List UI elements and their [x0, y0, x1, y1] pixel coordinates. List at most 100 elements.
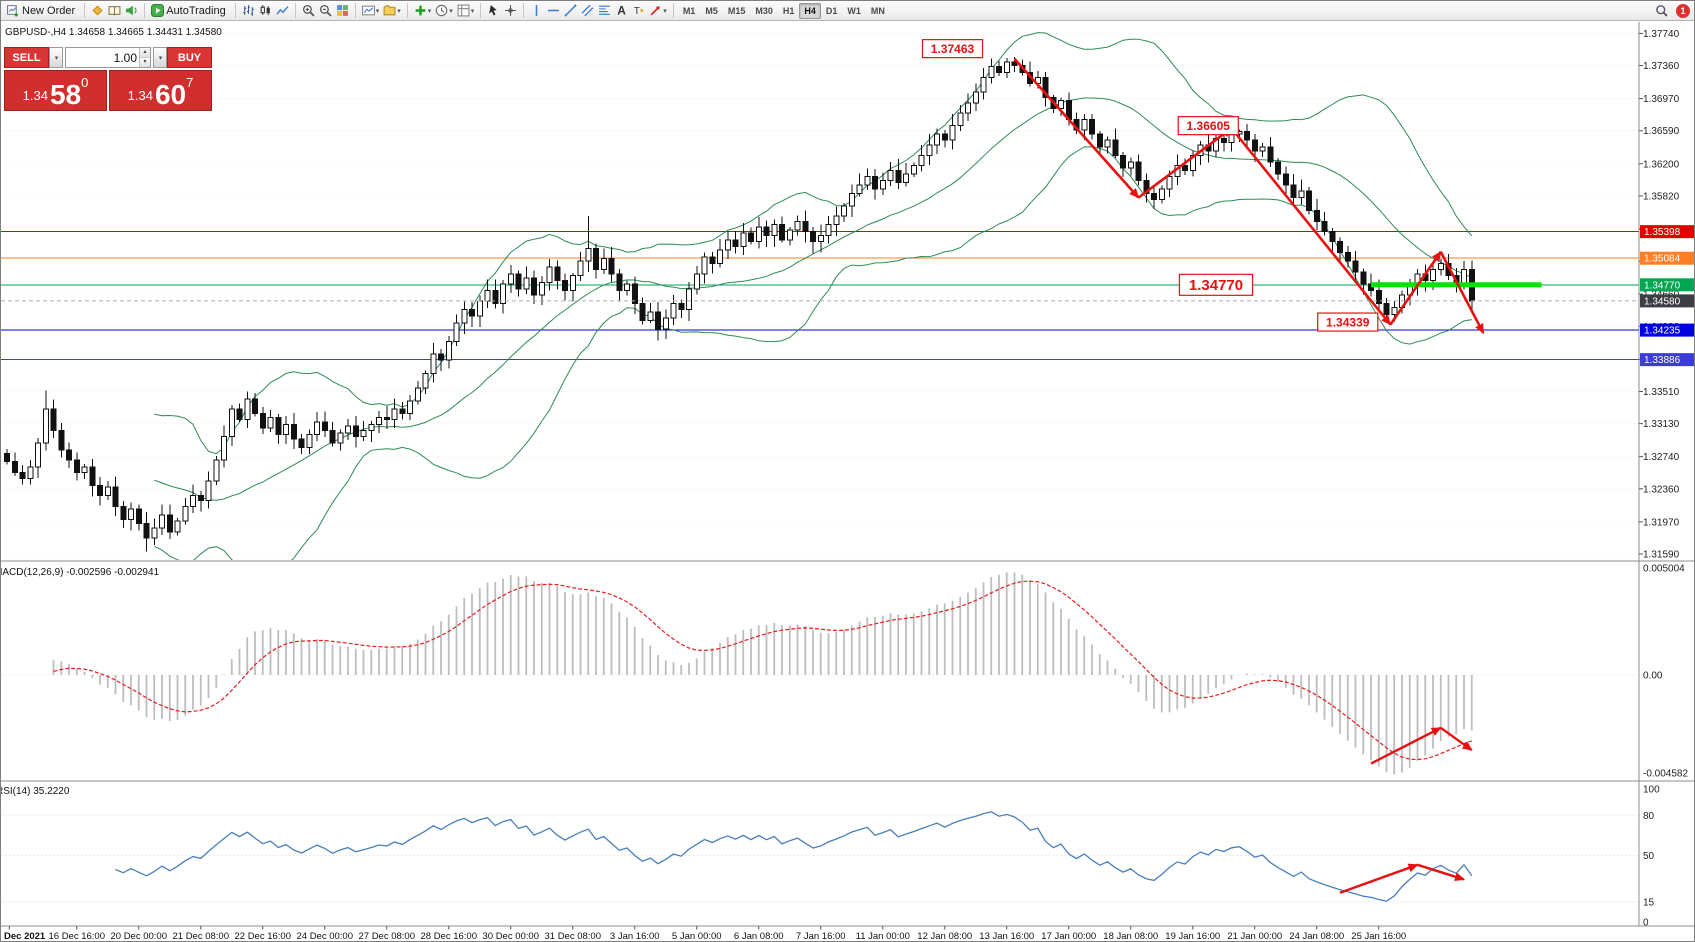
zoom-out-button[interactable] — [317, 2, 334, 20]
cursor-button[interactable] — [485, 2, 502, 20]
toolbar-separator — [294, 3, 296, 18]
svg-text:16 Dec 16:00: 16 Dec 16:00 — [48, 931, 105, 942]
candlestick-mode-button[interactable] — [257, 2, 274, 20]
fibonacci-tool-button[interactable] — [596, 2, 613, 20]
time-axis: Dec 2021 16 Dec 16:00 20 Dec 00:00 21 Dec 0… — [1, 925, 1694, 942]
svg-text:24 Jan 08:00: 24 Jan 08:00 — [1289, 931, 1344, 942]
bar-chart-mode-button[interactable] — [240, 2, 257, 20]
svg-text:1.34339: 1.34339 — [1326, 315, 1370, 329]
sell-button[interactable]: SELL — [4, 47, 49, 68]
svg-text:25 Jan 16:00: 25 Jan 16:00 — [1351, 931, 1406, 942]
svg-text:80: 80 — [1643, 811, 1655, 822]
notification-badge[interactable]: 1 — [1676, 3, 1690, 18]
horizontal-line-tool-button[interactable] — [545, 2, 562, 20]
indicators-button[interactable]: ▾ — [412, 2, 434, 20]
svg-text:5 Jan 00:00: 5 Jan 00:00 — [672, 931, 722, 942]
tile-windows-button[interactable] — [334, 2, 351, 20]
svg-text:17 Jan 00:00: 17 Jan 00:00 — [1041, 931, 1096, 942]
svg-text:0.005004: 0.005004 — [1643, 563, 1685, 574]
timeframe-h4-button[interactable]: H4 — [799, 2, 821, 19]
crosshair-icon — [505, 5, 517, 16]
chart-profiles-button[interactable]: ▾ — [381, 2, 403, 20]
timeframe-m5-button[interactable]: M5 — [705, 5, 718, 16]
volume-value: 1.00 — [113, 51, 137, 65]
sell-options-dropdown[interactable]: ▾ — [49, 47, 63, 68]
svg-text:1.33886: 1.33886 — [1644, 355, 1681, 366]
ask-price-big: 60 — [154, 79, 187, 111]
spinner-down-icon[interactable]: ▾ — [140, 57, 150, 67]
search-icon — [1656, 5, 1668, 17]
new-chart-button[interactable]: ▾ — [360, 2, 382, 20]
timeframe-h1-button[interactable]: H1 — [782, 5, 795, 16]
svg-text:12 Jan 08:00: 12 Jan 08:00 — [917, 931, 972, 942]
macd-title: MACD(12,26,9) -0.002596 -0.002941 — [1, 567, 160, 578]
toolbar-separator — [144, 3, 146, 18]
timeframe-mn-button[interactable]: MN — [870, 5, 885, 16]
text-tool-button[interactable]: A — [613, 2, 630, 20]
new-order-label: New Order — [22, 4, 76, 17]
svg-text:1.31970: 1.31970 — [1643, 517, 1680, 528]
rsi-panel — [1, 811, 1639, 903]
svg-text:1.32740: 1.32740 — [1643, 452, 1680, 463]
folder-icon — [383, 5, 396, 16]
volume-spinner[interactable]: ▴ ▾ — [139, 48, 150, 67]
toolbar-separator — [672, 3, 674, 18]
diamond-icon — [92, 5, 103, 16]
book-icon — [108, 6, 121, 16]
periods-button[interactable]: ▾ — [433, 2, 455, 20]
timeframe-d1-button[interactable]: D1 — [825, 5, 838, 16]
volume-input[interactable]: 1.00 ▴ ▾ — [65, 47, 151, 68]
svg-text:1.33130: 1.33130 — [1643, 419, 1680, 430]
mql5-community-button[interactable] — [89, 2, 106, 20]
svg-text:1.34580: 1.34580 — [1644, 296, 1681, 307]
svg-text:3 Jan 16:00: 3 Jan 16:00 — [610, 931, 660, 942]
toolbar-separator — [354, 3, 356, 18]
timeframe-m15-button[interactable]: M15 — [727, 5, 746, 16]
ask-price-tile[interactable]: 1.34 60 7 — [109, 70, 212, 111]
toolbar-separator — [523, 3, 525, 18]
candlestick-icon — [260, 5, 270, 15]
news-button[interactable] — [106, 2, 123, 20]
svg-text:1.37463: 1.37463 — [931, 42, 975, 56]
svg-text:1.35398: 1.35398 — [1644, 227, 1681, 238]
autotrading-button[interactable]: AutoTrading — [149, 2, 231, 20]
zoom-in-button[interactable] — [300, 2, 317, 20]
alerts-button[interactable] — [123, 2, 140, 20]
trendline-tool-button[interactable] — [562, 2, 579, 20]
chevron-down-icon: ▾ — [158, 54, 163, 62]
svg-text:100: 100 — [1643, 785, 1660, 796]
timeframe-m30-button[interactable]: M30 — [755, 5, 773, 16]
svg-text:1.37740: 1.37740 — [1643, 29, 1680, 40]
arrows-tool-button[interactable]: ▾ — [647, 2, 669, 20]
svg-text:1.37360: 1.37360 — [1643, 61, 1680, 72]
bid-price-big: 58 — [49, 79, 82, 111]
svg-text:1.36970: 1.36970 — [1643, 94, 1680, 105]
indicators-plus-icon — [415, 5, 426, 16]
text-label-tool-button[interactable]: T — [630, 2, 647, 20]
bar-chart-icon — [243, 5, 254, 16]
svg-text:20 Dec 00:00: 20 Dec 00:00 — [110, 931, 167, 942]
buy-button[interactable]: BUY — [167, 47, 212, 68]
search-button[interactable] — [1653, 2, 1670, 20]
new-order-button[interactable]: New Order — [5, 2, 80, 20]
spinner-up-icon[interactable]: ▴ — [140, 48, 150, 57]
svg-text:1.36605: 1.36605 — [1187, 119, 1231, 133]
line-chart-mode-button[interactable] — [274, 2, 291, 20]
timeframe-m1-button[interactable]: M1 — [682, 5, 696, 16]
svg-text:-0.004582: -0.004582 — [1643, 768, 1688, 779]
chevron-down-icon: ▾ — [397, 7, 401, 15]
channel-tool-button[interactable] — [579, 2, 596, 20]
templates-button[interactable]: ▾ — [455, 2, 477, 20]
svg-text:T: T — [634, 6, 640, 17]
bid-price-tile[interactable]: 1.34 58 0 — [4, 70, 107, 111]
chevron-down-icon: ▾ — [427, 7, 432, 15]
timeframe-w1-button[interactable]: W1 — [847, 5, 861, 16]
buy-options-dropdown[interactable]: ▾ — [153, 47, 167, 68]
line-chart-icon — [276, 6, 289, 15]
vertical-line-tool-button[interactable] — [528, 2, 545, 20]
crosshair-button[interactable] — [502, 2, 519, 20]
svg-text:21 Dec 08:00: 21 Dec 08:00 — [172, 931, 229, 942]
svg-text:15: 15 — [1643, 898, 1655, 909]
svg-text:13 Jan 16:00: 13 Jan 16:00 — [979, 931, 1034, 942]
